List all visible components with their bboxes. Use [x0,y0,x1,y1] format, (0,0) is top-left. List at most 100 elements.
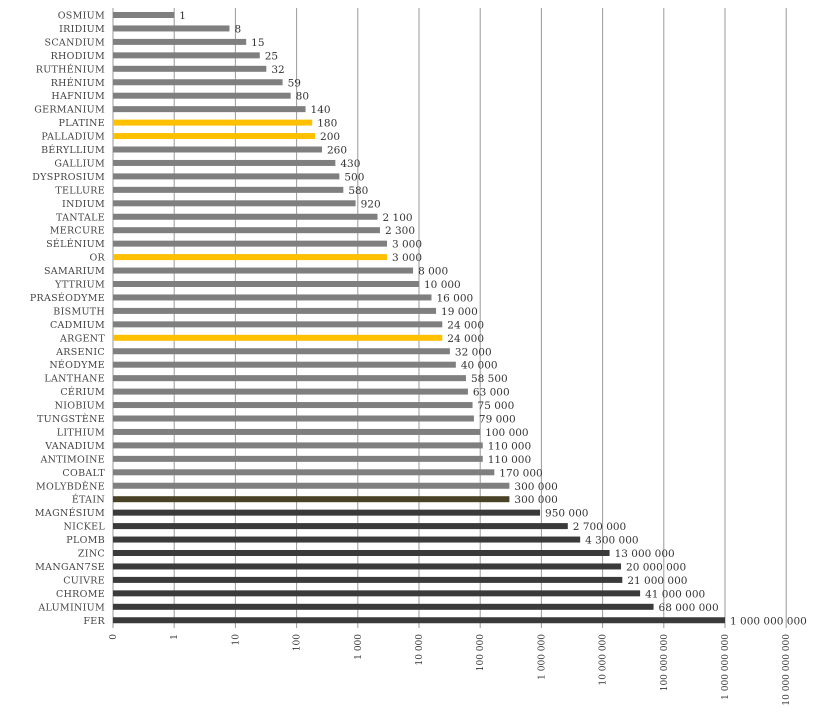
bar [113,294,432,301]
data-label: 950 000 [545,508,588,520]
data-label: 58 500 [471,373,508,385]
bar [113,590,641,597]
data-label: 580 [348,185,368,197]
bar [113,415,474,422]
category-label: TELLURE [55,185,105,196]
data-label: 1 [179,10,186,22]
bar [113,119,313,126]
category-label: OR [89,253,105,264]
x-tick-label: 1 000 000 000 [721,634,731,700]
x-tick-label: 1 [170,634,180,640]
bar [113,12,175,18]
bar [113,603,654,610]
data-label: 59 [288,77,301,89]
category-label: ZINC [78,549,105,560]
bar [113,375,466,382]
data-label: 260 [327,145,347,157]
labels: OSMIUM 1 IRIDIUM 8 SCANDIUM 15 RHODIUM 25 RUTHÉN… [30,10,807,627]
bar [113,361,456,368]
x-tick-label: 1 000 000 [537,634,547,680]
data-label: 20 000 000 [626,561,686,573]
category-label: NIOBIUM [55,401,105,412]
bar [113,496,510,503]
category-label: SÉLÉNIUM [46,238,105,250]
category-label: SCANDIUM [45,37,105,48]
category-label: TANTALE [56,212,105,223]
bar [113,173,340,180]
category-label: OSMIUM [58,11,105,22]
bar [113,200,356,207]
data-label: 13 000 000 [615,548,675,560]
category-label: ANTIMOINE [40,454,105,465]
data-label: 140 [311,104,331,116]
data-label: 500 [344,171,364,183]
data-label: 80 [296,91,309,103]
bar [113,227,380,234]
bar [113,213,378,220]
bar [113,523,568,530]
category-label: RUTHÉNIUM [36,63,105,75]
data-label: 2 700 000 [573,521,626,533]
gridlines [112,8,787,628]
category-label: SAMARIUM [44,266,105,277]
bar [113,106,306,113]
data-label: 430 [340,158,360,170]
data-label: 79 000 [479,414,516,426]
data-label: 8 000 [418,266,448,278]
data-label: 110 000 [488,440,531,452]
bar [113,281,419,287]
x-tick-label: 100 000 000 [660,634,670,692]
category-label: DYSPROSIUM [32,172,105,183]
category-label: FER [83,616,105,627]
category-label: MERCURE [50,226,105,237]
category-label: LITHIUM [57,427,105,438]
category-label: CÉRIUM [60,386,105,398]
data-label: 41 000 000 [645,588,705,600]
x-tick-label: 100 [293,634,303,651]
bar [113,388,468,395]
category-label: CUIVRE [63,575,105,586]
category-label: PLOMB [66,535,105,546]
category-label: IRIDIUM [59,24,105,35]
bar [113,576,623,583]
bar [113,455,483,462]
data-label: 300 000 [514,481,557,493]
bar [113,38,247,45]
data-label: 40 000 [461,360,498,372]
category-label: COBALT [62,468,105,479]
category-label: INDIUM [62,199,105,210]
x-axis-ticks: 0 1 10 100 1 000 10 000 100 000 1 000 000 10 000… [109,634,792,706]
category-label: BISMUTH [53,306,105,317]
category-label: HAFNIUM [51,91,105,102]
category-label: NÉODYME [49,359,105,371]
category-label: VANADIUM [44,441,105,452]
bar [113,133,316,140]
data-label: 180 [317,118,337,130]
bar [113,159,336,166]
bar [113,79,283,86]
x-tick-label: 1 000 [354,634,364,660]
category-label: GERMANIUM [34,105,105,116]
bar [113,469,495,476]
category-label: PRASÉODYME [30,292,105,304]
bar [113,25,230,32]
bar [113,92,291,99]
category-label: ALUMINIUM [37,602,105,613]
category-label: CADMIUM [50,320,105,331]
bar [113,65,267,72]
bar [113,550,610,556]
data-label: 200 [320,131,340,143]
bar [113,334,443,341]
data-label: 25 [265,50,278,62]
bar [113,563,622,570]
category-label: YTTRIUM [54,280,105,291]
bar [113,482,510,489]
data-label: 32 [271,64,284,76]
bar [113,186,344,193]
category-label: MANGAN7SE [35,562,105,573]
bar [113,321,443,328]
data-label: 10 000 [424,279,461,291]
x-tick-label: 100 000 [476,634,486,671]
bar [113,52,260,59]
